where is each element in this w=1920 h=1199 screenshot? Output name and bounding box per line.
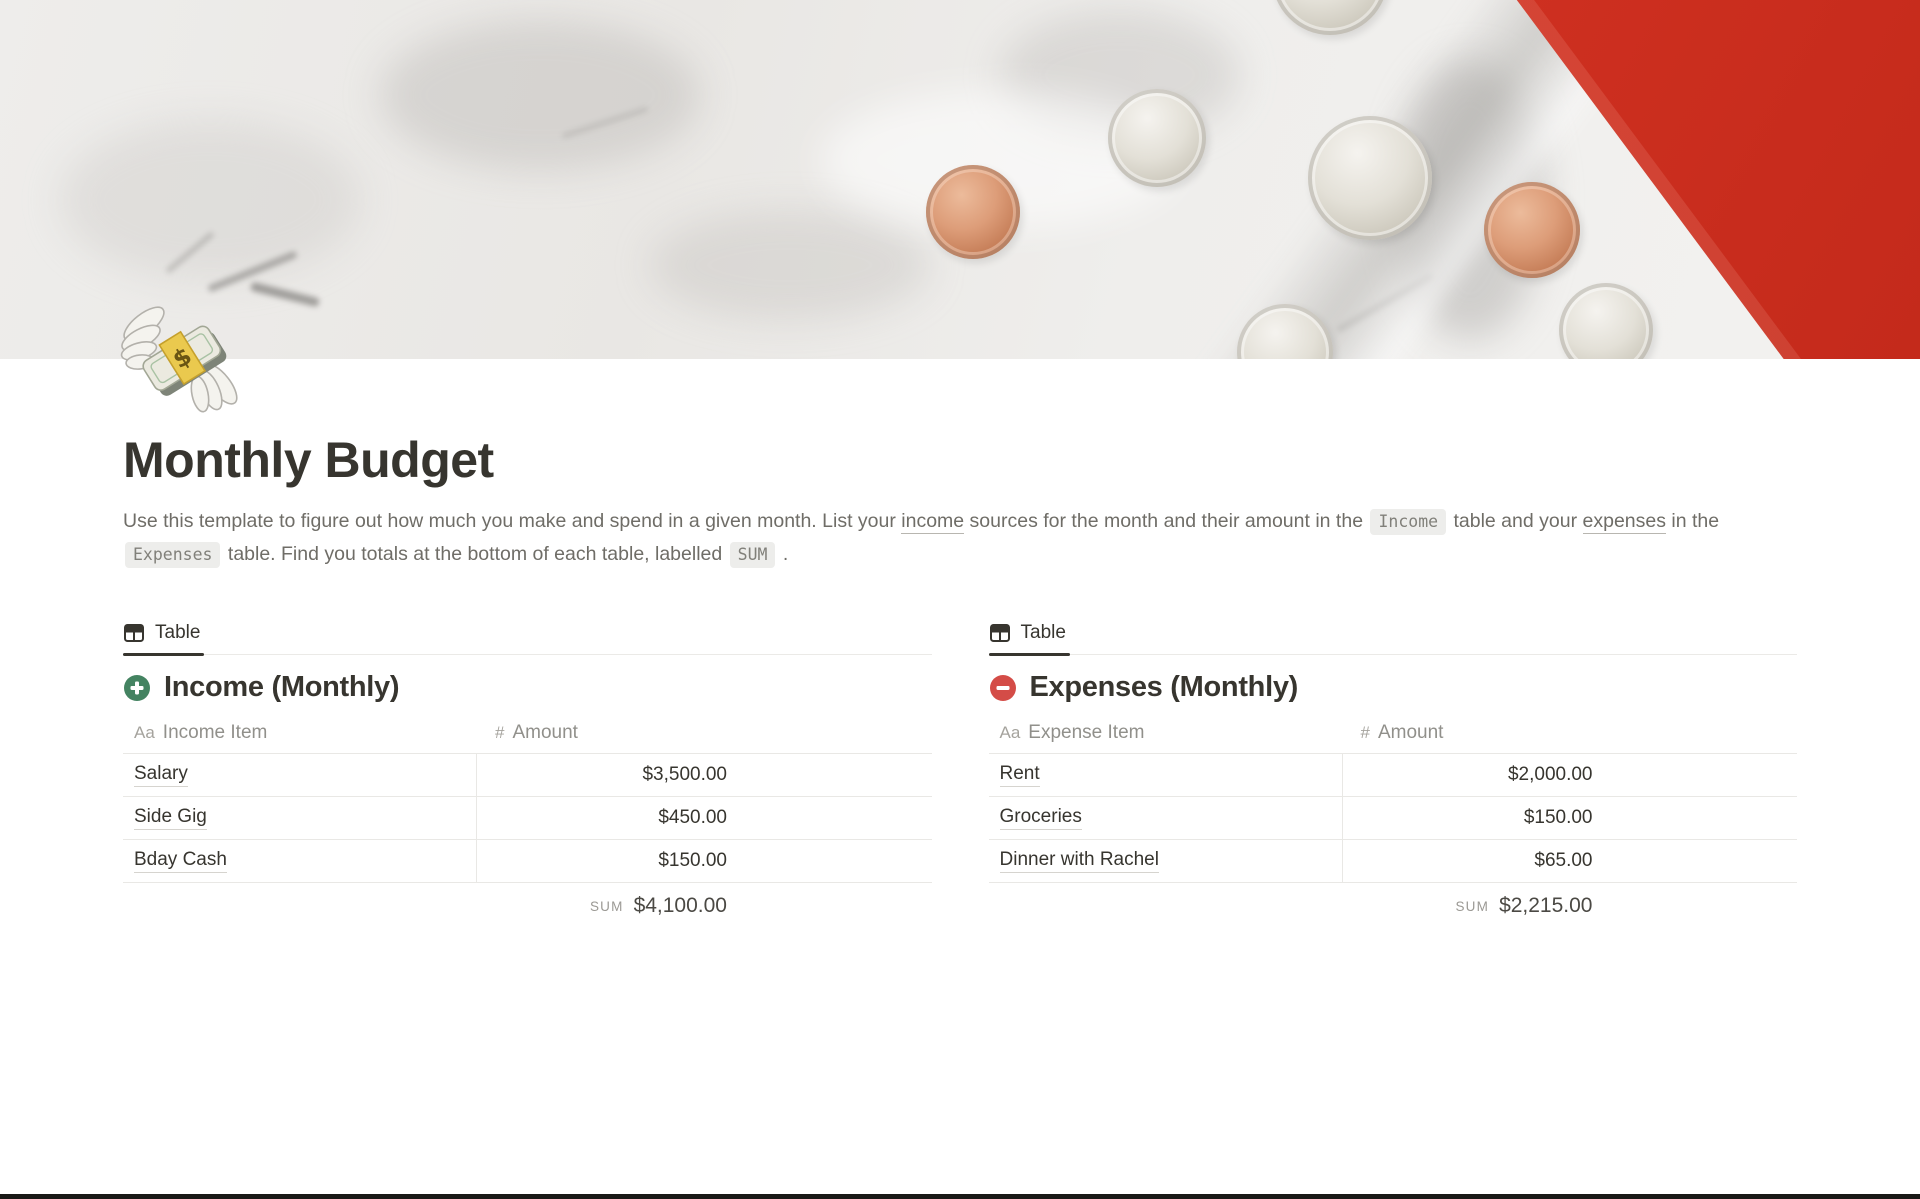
amount-column-header[interactable]: # Amount [1343,722,1444,744]
description-text: in the [1665,510,1720,532]
coin-quarter [1308,116,1432,240]
row-amount-cell[interactable]: $150.00 [658,850,727,871]
description-text: sources for the month and their amount i… [964,510,1369,532]
expenses-table-header: Aa Expense Item # Amount [988,712,1797,754]
expenses-table: Aa Expense Item # Amount Rent $2,000.00 [988,712,1797,929]
table-row[interactable]: Rent $2,000.00 [988,754,1797,797]
income-table: Aa Income Item # Amount Salary $3,500.00 [123,712,932,929]
income-link[interactable]: income [901,510,965,534]
row-title-cell[interactable]: Dinner with Rachel [989,840,1343,882]
row-title-cell[interactable]: Rent [989,754,1343,796]
table-row[interactable]: Salary $3,500.00 [123,754,932,797]
expenses-column: Table Expenses (Monthly) Aa Expense Item [988,611,1798,929]
coin-quarter-top-edge [1272,0,1388,35]
number-property-icon: # [1360,722,1370,742]
income-column: Table Income (Monthly) Aa In [123,611,932,929]
description-text: . [777,543,789,565]
view-tab-label: Table [1020,621,1066,643]
marble-vein [249,281,321,308]
income-table-title[interactable]: Income (Monthly) [164,671,400,703]
income-collection-header: Income (Monthly) [123,671,932,704]
two-column-layout: Table Income (Monthly) Aa In [123,611,1797,929]
coin-penny [926,165,1020,259]
row-amount-cell[interactable]: $65.00 [1534,850,1593,871]
income-code-chip: Income [1370,509,1447,535]
minus-circle-icon [989,674,1016,701]
column-label: Income Item [162,721,268,743]
income-table-header: Aa Income Item # Amount [123,712,932,754]
coin-nickel [1108,89,1206,187]
column-label: Expense Item [1028,721,1145,743]
expenses-code-chip: Expenses [125,542,221,568]
page-description: Use this template to figure out how much… [123,505,1748,571]
row-amount-cell[interactable]: $2,000.00 [1507,764,1593,785]
table-row[interactable]: Side Gig $450.00 [123,797,932,840]
column-label: Amount [1377,721,1444,743]
row-title-cell[interactable]: Salary [123,754,477,796]
sum-label: SUM [589,898,624,914]
marble-cloud [380,20,700,170]
income-view-tabs: Table [123,611,932,656]
description-text: table and your [1448,510,1583,532]
coin-dime [1559,283,1653,359]
marble-cloud [650,210,930,320]
row-amount-cell[interactable]: $450.00 [658,807,727,828]
page-content: Monthly Budget Use this template to figu… [0,359,1920,929]
row-amount-cell[interactable]: $150.00 [1523,807,1593,828]
row-title-cell[interactable]: Bday Cash [123,840,477,882]
row-amount-cell[interactable]: $3,500.00 [642,764,727,785]
expenses-view-tabs: Table [988,611,1797,656]
text-property-icon: Aa [999,722,1021,742]
row-title-cell[interactable]: Side Gig [123,797,477,839]
income-sum-row[interactable]: SUM $4,100.00 [123,883,727,929]
table-row[interactable]: Dinner with Rachel $65.00 [988,840,1797,883]
number-property-icon: # [495,722,505,742]
table-view-icon [124,623,144,642]
income-sum-value: $4,100.00 [633,894,727,917]
sum-code-chip: SUM [729,542,776,568]
expenses-link[interactable]: expenses [1582,510,1666,534]
row-title-cell[interactable]: Groceries [989,797,1343,839]
income-item-column-header[interactable]: Aa Income Item [123,722,477,744]
expenses-table-view-tab[interactable]: Table [988,611,1071,656]
marble-cloud [60,120,360,280]
page-title[interactable]: Monthly Budget [123,432,494,488]
column-label: Amount [512,721,578,743]
expense-item-column-header[interactable]: Aa Expense Item [989,722,1343,744]
text-property-icon: Aa [134,722,155,742]
table-row[interactable]: Groceries $150.00 [988,797,1797,840]
bottom-edge-bar [0,1194,1920,1199]
expenses-sum-value: $2,215.00 [1499,894,1593,917]
cover-image [0,0,1920,359]
amount-column-header[interactable]: # Amount [477,722,578,744]
coin-penny [1484,182,1580,278]
table-row[interactable]: Bday Cash $150.00 [123,840,932,883]
view-tab-label: Table [155,621,201,643]
expenses-sum-row[interactable]: SUM $2,215.00 [989,883,1593,929]
sum-label: SUM [1455,898,1490,914]
description-text: table. Find you totals at the bottom of … [222,543,728,565]
money-with-wings-icon[interactable]: $ [118,298,250,420]
expenses-collection-header: Expenses (Monthly) [989,671,1798,704]
expenses-table-title[interactable]: Expenses (Monthly) [1029,671,1299,703]
description-text: Use this template to figure out how much… [123,510,902,532]
income-table-view-tab[interactable]: Table [123,611,205,656]
plus-circle-icon [124,674,150,701]
table-view-icon [989,623,1010,642]
